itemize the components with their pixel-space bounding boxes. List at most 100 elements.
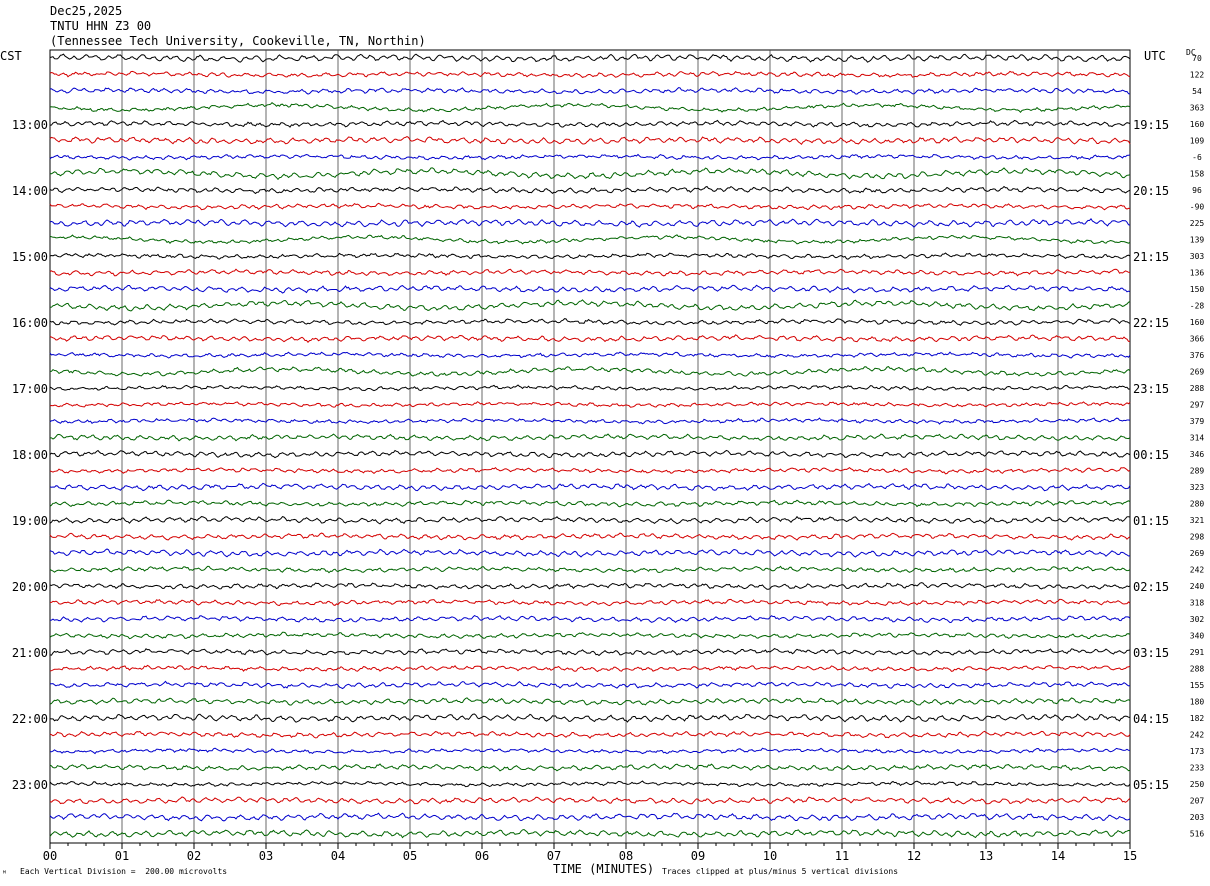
dc-offset-label: 269 [1190,549,1205,558]
trace-line [49,119,1131,128]
dc-offset-label: 297 [1190,401,1205,410]
x-tick-label: 04 [331,849,345,863]
right-timezone-label: UTC [1144,49,1166,63]
dc-offset-label: -28 [1190,302,1205,311]
trace-line [49,417,1131,425]
cst-hour-label: 23:00 [12,778,48,792]
label-layer: 00 01 02 03 04 05 06 07 08 09 10 11 12 13 14 15 70 122 54 3… [12,54,1205,863]
dc-offset-label: 288 [1190,665,1205,674]
trace-line [49,334,1131,343]
trace-line [49,664,1131,673]
x-axis-title: TIME (MINUTES) [553,862,655,876]
corner-mark: ᴹ [2,869,7,878]
trace-line [49,582,1131,590]
dc-offset-label: 136 [1190,269,1205,278]
cst-hour-label: 17:00 [12,382,48,396]
dc-offset-label: 160 [1190,318,1205,327]
dc-offset-label: 242 [1190,731,1205,740]
trace-line [49,747,1131,755]
dc-offset-label: 376 [1190,351,1205,360]
trace-line [50,433,1131,442]
trace-line [49,648,1131,657]
trace-line [49,631,1131,640]
dc-offset-label: 139 [1190,236,1205,245]
trace-line [49,234,1131,245]
dc-offset-label: 314 [1190,434,1205,443]
trace-line [49,299,1131,312]
x-tick-label: 03 [259,849,273,863]
utc-hour-label: 23:15 [1133,382,1169,396]
dc-offset-label: 303 [1190,252,1205,261]
date-label: Dec25,2025 [50,4,123,18]
cst-hour-label: 21:00 [12,646,48,660]
trace-line [49,532,1131,541]
dc-offset-label: -90 [1190,203,1205,212]
clip-note: Traces clipped at plus/minus 5 vertical … [662,867,899,876]
dc-offset-label: 288 [1190,384,1205,393]
utc-hour-label: 21:15 [1133,250,1169,264]
dc-offset-label: 280 [1190,500,1205,509]
utc-hour-label: 19:15 [1133,118,1169,132]
scale-note: Each Vertical Division = 200.00 microvol… [20,867,228,876]
trace-line [49,351,1131,359]
dc-offset-label: 70 [1192,54,1202,63]
utc-hour-label: 00:15 [1133,448,1169,462]
dc-offset-label: 96 [1192,186,1202,195]
dc-offset-label: 160 [1190,120,1205,129]
trace-line [49,284,1131,294]
utc-hour-label: 05:15 [1133,778,1169,792]
x-tick-label: 01 [115,849,129,863]
trace-line [49,202,1131,211]
utc-hour-label: 20:15 [1133,184,1169,198]
trace-line [49,167,1131,181]
dc-offset-label: 302 [1190,615,1205,624]
utc-hour-label: 04:15 [1133,712,1169,726]
dc-offset-label: 207 [1190,797,1205,806]
cst-hour-label: 22:00 [12,712,48,726]
dc-offset-label: 516 [1190,830,1205,839]
dc-offset-label: 109 [1190,137,1205,146]
trace-line [49,713,1131,723]
cst-hour-label: 18:00 [12,448,48,462]
x-tick-label: 00 [43,849,57,863]
dc-offset-label: 158 [1190,170,1205,179]
dc-offset-label: 173 [1190,747,1205,756]
cst-hour-label: 20:00 [12,580,48,594]
cst-hour-label: 14:00 [12,184,48,198]
dc-offset-label: -6 [1192,153,1202,162]
trace-line [49,615,1131,624]
x-tick-label: 11 [835,849,849,863]
grid-layer [49,49,1131,849]
trace-line [49,466,1131,475]
trace-line [49,482,1131,492]
trace-line [49,697,1131,706]
trace-line [49,401,1131,408]
utc-hour-label: 22:15 [1133,316,1169,330]
trace-line [49,217,1131,228]
trace-line [49,780,1131,788]
trace-line [49,70,1131,78]
dc-offset-label: 180 [1190,698,1205,707]
trace-line [49,680,1131,690]
trace-line [49,102,1131,113]
trace-line [49,828,1131,839]
dc-offset-label: 240 [1190,582,1205,591]
trace-line [49,515,1131,525]
trace-line [49,449,1131,459]
dc-offset-label: 298 [1190,533,1205,542]
trace-line [49,53,1131,63]
x-tick-label: 12 [907,849,921,863]
cst-hour-label: 19:00 [12,514,48,528]
trace-line [49,268,1131,277]
dc-offset-label: 346 [1190,450,1205,459]
dc-offset-label: 203 [1190,813,1205,822]
x-tick-label: 10 [763,849,777,863]
x-tick-label: 14 [1051,849,1065,863]
dc-offset-label: 54 [1192,87,1202,96]
dc-offset-label: 366 [1190,335,1205,344]
dc-offset-label: 233 [1190,764,1205,773]
trace-line [49,136,1131,146]
dc-offset-label: 150 [1190,285,1205,294]
dc-offset-label: 289 [1190,467,1205,476]
